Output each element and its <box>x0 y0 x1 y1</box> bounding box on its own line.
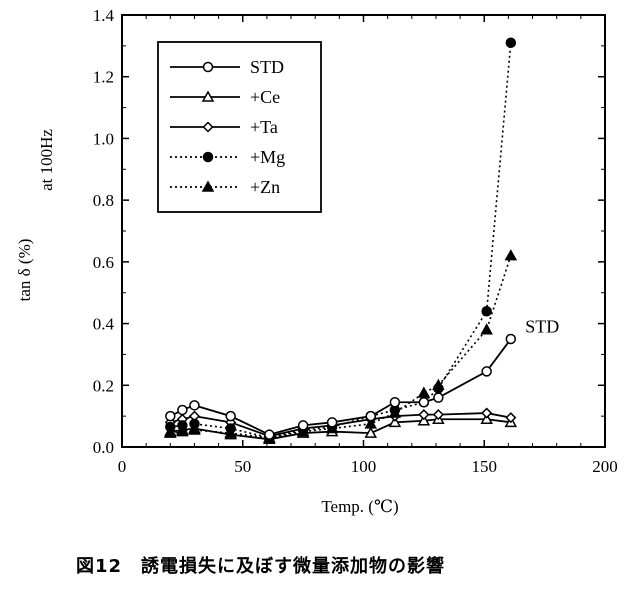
data-point <box>480 323 493 335</box>
data-point <box>433 392 444 403</box>
y-tick-label: 1.2 <box>93 68 114 87</box>
data-point <box>264 429 275 440</box>
data-point <box>480 412 493 424</box>
legend-marker <box>201 180 215 192</box>
y-tick-label: 1.0 <box>93 129 114 148</box>
y-axis-sublabel: at 100Hz <box>37 129 56 191</box>
data-point <box>364 426 378 438</box>
series-std <box>165 333 517 440</box>
x-tick-label: 150 <box>472 457 498 476</box>
std-annotation: STD <box>525 317 559 337</box>
data-point <box>176 425 189 437</box>
series-plus-ta <box>164 407 517 442</box>
x-axis-label: Temp. (℃) <box>321 497 398 516</box>
legend-marker <box>202 151 214 163</box>
x-tick-label: 0 <box>118 457 127 476</box>
x-tick-label: 100 <box>351 457 377 476</box>
x-tick-label: 50 <box>234 457 251 476</box>
data-point <box>365 410 376 422</box>
legend-marker <box>202 121 214 133</box>
data-point <box>326 417 338 428</box>
data-point <box>432 409 444 421</box>
y-tick-label: 0.4 <box>93 315 115 334</box>
data-point <box>481 366 492 377</box>
data-point <box>481 305 492 317</box>
y-tick-label: 1.4 <box>93 6 115 25</box>
data-point <box>417 386 431 398</box>
y-tick-label: 0.6 <box>93 253 114 272</box>
data-point <box>418 397 430 408</box>
data-point <box>189 418 200 430</box>
data-point <box>177 404 188 416</box>
data-point <box>189 400 200 411</box>
series-line <box>170 255 512 439</box>
legend-label: +Zn <box>250 177 280 197</box>
data-point <box>481 407 493 419</box>
data-point <box>433 383 444 394</box>
series-plus-ce <box>164 412 518 445</box>
data-point <box>505 412 517 424</box>
data-point <box>164 426 177 438</box>
data-point <box>504 249 518 261</box>
data-point <box>364 417 378 429</box>
data-point <box>165 421 176 433</box>
legend-label: +Mg <box>250 147 285 167</box>
legend-label: STD <box>250 57 284 77</box>
legend-label: +Ce <box>250 87 280 107</box>
legend-label: +Ta <box>250 117 278 137</box>
data-point <box>388 415 402 428</box>
y-tick-label: 0.8 <box>93 191 114 210</box>
data-point <box>165 410 176 422</box>
data-point <box>417 414 431 426</box>
data-point <box>188 423 201 435</box>
data-point <box>389 397 401 408</box>
data-point <box>297 420 309 431</box>
y-tick-label: 0.2 <box>93 376 114 395</box>
data-point <box>418 409 430 421</box>
data-point <box>225 410 236 422</box>
data-point <box>177 420 188 431</box>
y-tick-label: 0.0 <box>93 438 114 457</box>
y-axis-label: tan δ (%) <box>15 239 34 302</box>
legend-marker <box>201 90 215 102</box>
legend-marker <box>202 61 214 73</box>
data-point <box>225 423 236 434</box>
series-line <box>170 418 511 441</box>
chart-figure: 0 50 100 150 200 0.0 0.2 0.4 0.6 0.8 1.0 1.2 1.4 STD… <box>15 6 618 516</box>
x-tick-label: 200 <box>592 457 618 476</box>
data-point <box>505 333 517 345</box>
data-point <box>505 37 517 49</box>
figure-caption: 図12 誘電損失に及ぼす微量添加物の影響 <box>76 556 446 577</box>
